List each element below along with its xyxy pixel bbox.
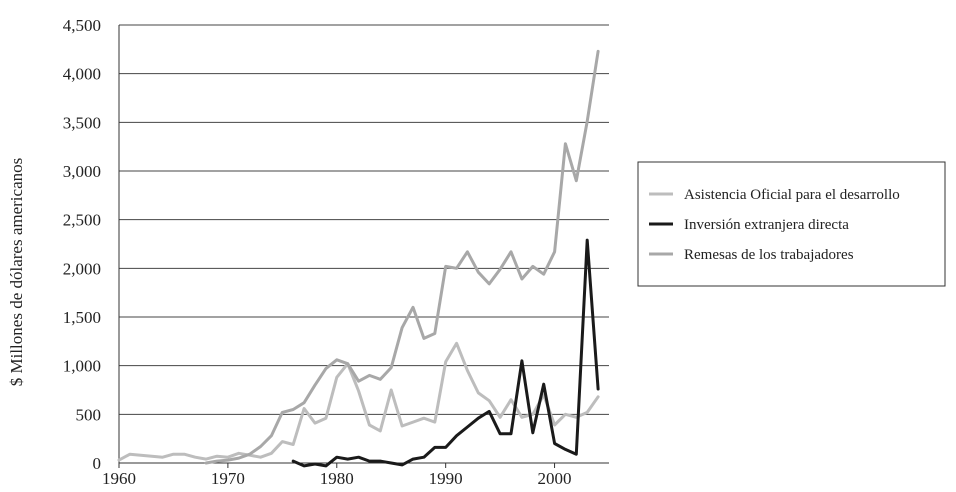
axes <box>118 25 609 464</box>
y-tick-label: 3,500 <box>63 113 101 132</box>
y-tick-label: 500 <box>76 405 102 424</box>
series-line-remesas <box>204 49 600 465</box>
x-tick-label: 1990 <box>429 469 463 488</box>
y-tick-label: 2,500 <box>63 211 101 230</box>
x-tick-label: 1970 <box>211 469 245 488</box>
legend-box <box>637 161 946 287</box>
x-tick-label: 1980 <box>320 469 354 488</box>
x-tick-labels: 1960 1970 1980 1990 2000 <box>102 463 572 488</box>
legend-item-inversion: Inversión extranjera directa <box>649 217 849 233</box>
legend-label: Remesas de los trabajadores <box>684 247 854 263</box>
legend: Asistencia Oficial para el desarrollo In… <box>637 161 946 287</box>
y-axis-title: $ Millones de dólares americanos <box>7 158 26 387</box>
y-tick-label: 0 <box>93 454 102 473</box>
x-tick-label: 2000 <box>538 469 572 488</box>
y-tick-label: 3,000 <box>63 162 101 181</box>
y-tick-label: 1,500 <box>63 308 101 327</box>
legend-label: Asistencia Oficial para el desarrollo <box>684 187 900 203</box>
gridlines <box>119 24 609 415</box>
y-tick-labels: 0 500 1,000 1,500 2,000 2,500 3,000 3,500 4,000 4… <box>63 16 101 473</box>
y-tick-label: 4,500 <box>63 16 101 35</box>
series-lines <box>117 49 600 468</box>
legend-label: Inversión extranjera directa <box>684 217 849 233</box>
y-tick-label: 4,000 <box>63 65 101 84</box>
y-tick-label: 2,000 <box>63 259 101 278</box>
series-line-inversion <box>291 238 600 468</box>
y-tick-label: 1,000 <box>63 357 101 376</box>
x-tick-label: 1960 <box>102 469 136 488</box>
legend-item-remesas: Remesas de los trabajadores <box>649 247 854 263</box>
series-line-asistencia <box>117 341 600 462</box>
legend-item-asistencia: Asistencia Oficial para el desarrollo <box>649 187 900 203</box>
